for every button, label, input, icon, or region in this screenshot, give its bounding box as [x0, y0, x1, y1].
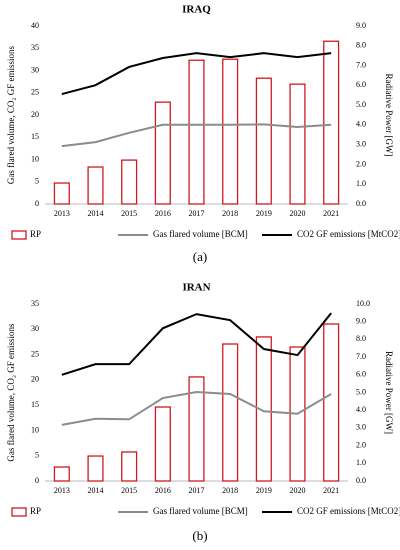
y-tick-label: 25: [31, 88, 39, 97]
y2-tick-label: 8.0: [356, 334, 366, 343]
x-tick-label: 2013: [54, 209, 70, 218]
bar: [121, 451, 138, 482]
line: [61, 123, 332, 148]
x-tick-label: 2020: [290, 209, 306, 218]
bar: [87, 455, 104, 482]
y2-axis-label: Radiative Power [GW]: [384, 74, 394, 157]
y2-tick-label: 5.0: [356, 100, 366, 109]
y-tick-label: 35: [31, 299, 39, 308]
y2-tick-label: 3.0: [356, 139, 366, 148]
x-tick-label: 2014: [88, 209, 104, 218]
y2-tick-label: 4.0: [356, 120, 366, 129]
y-tick-label: 25: [31, 349, 39, 358]
legend-label: RP: [30, 506, 41, 516]
legend-swatch: [11, 507, 27, 517]
y2-tick-label: 7.0: [356, 60, 366, 69]
legend-label: CO2 GF emissions [MtCO2]: [297, 506, 400, 516]
bar: [255, 77, 272, 205]
line: [61, 312, 332, 376]
y-tick-label: 10: [31, 425, 39, 434]
line: [61, 390, 332, 426]
legend-label: Gas flared volume [BCM]: [153, 229, 248, 239]
legend-label: CO2 GF emissions [MtCO2]: [297, 229, 400, 239]
y2-tick-label: 8.0: [356, 41, 366, 50]
y-tick-label: 0: [35, 476, 39, 485]
x-tick-label: 2018: [222, 209, 238, 218]
y2-tick-label: 7.0: [356, 352, 366, 361]
line: [61, 52, 332, 96]
legend-label: RP: [30, 229, 41, 239]
y-axis-label: Gas flared volume, CO₂ GF emissions: [6, 323, 16, 462]
y-tick-label: 15: [31, 400, 39, 409]
y2-axis-label: Radiative Power [GW]: [384, 351, 394, 434]
y-tick-label: 5: [35, 451, 39, 460]
bar: [53, 466, 70, 482]
x-tick-label: 2014: [88, 486, 104, 495]
y2-tick-label: 4.0: [356, 405, 366, 414]
y2-tick-label: 9.0: [356, 317, 366, 326]
caption: (b): [192, 528, 207, 543]
y-axis-label: Gas flared volume, CO₂ GF emissions: [6, 45, 16, 184]
x-tick-label: 2019: [256, 486, 272, 495]
x-tick-label: 2016: [155, 486, 171, 495]
bar: [188, 59, 205, 205]
y2-tick-label: 1.0: [356, 458, 366, 467]
x-tick-label: 2020: [290, 486, 306, 495]
y-tick-label: 20: [31, 375, 39, 384]
x-tick-label: 2016: [155, 209, 171, 218]
y-tick-label: 10: [31, 154, 39, 163]
y-tick-label: 35: [31, 43, 39, 52]
bar: [255, 336, 272, 482]
y2-tick-label: 0.0: [356, 476, 366, 485]
x-tick-label: 2017: [189, 486, 205, 495]
x-tick-label: 2019: [256, 209, 272, 218]
x-tick-label: 2013: [54, 486, 70, 495]
x-tick-label: 2018: [222, 486, 238, 495]
caption: (a): [193, 249, 207, 264]
y2-tick-label: 2.0: [356, 159, 366, 168]
bar: [323, 40, 340, 205]
bar: [323, 323, 340, 482]
bar: [154, 406, 171, 482]
x-tick-label: 2021: [323, 209, 339, 218]
y-tick-label: 0: [35, 199, 39, 208]
y2-tick-label: 9.0: [356, 21, 366, 30]
x-tick-label: 2021: [323, 486, 339, 495]
y2-tick-label: 0.0: [356, 199, 366, 208]
y2-tick-label: 3.0: [356, 423, 366, 432]
y2-tick-label: 2.0: [356, 440, 366, 449]
y2-tick-label: 1.0: [356, 179, 366, 188]
x-tick-label: 2017: [189, 209, 205, 218]
chart-title: IRAN: [182, 282, 210, 294]
bar: [289, 83, 306, 205]
y-tick-label: 5: [35, 177, 39, 186]
x-tick-label: 2015: [121, 209, 137, 218]
bar: [87, 166, 104, 205]
y2-tick-label: 6.0: [356, 80, 366, 89]
y2-tick-label: 5.0: [356, 387, 366, 396]
bar: [154, 101, 171, 205]
y-tick-label: 30: [31, 65, 39, 74]
bar: [53, 182, 70, 205]
y2-tick-label: 10.0: [356, 299, 370, 308]
legend-label: Gas flared volume [BCM]: [153, 506, 248, 516]
x-tick-label: 2015: [121, 486, 137, 495]
bar: [222, 343, 239, 482]
legend-swatch: [11, 230, 27, 240]
y-tick-label: 15: [31, 132, 39, 141]
y-tick-label: 20: [31, 110, 39, 119]
bar: [222, 58, 239, 205]
chart-title: IRAQ: [182, 4, 211, 16]
y-tick-label: 40: [31, 21, 39, 30]
y-tick-label: 30: [31, 324, 39, 333]
y2-tick-label: 6.0: [356, 370, 366, 379]
bar: [188, 376, 205, 482]
bar: [121, 159, 138, 205]
